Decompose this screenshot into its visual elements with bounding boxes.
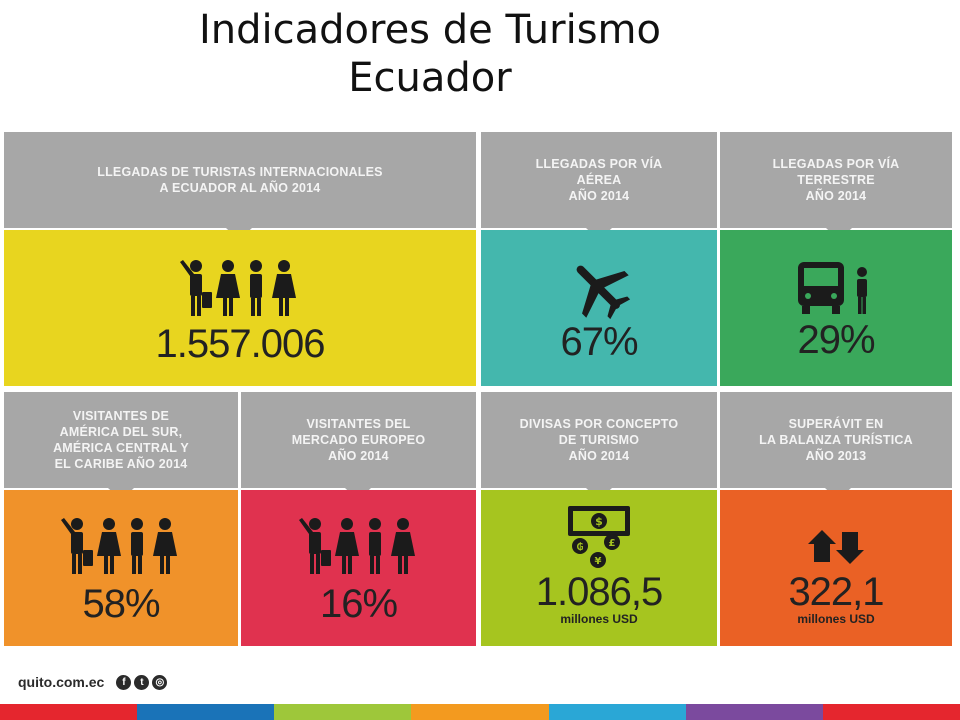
facebook-icon[interactable]: f — [116, 674, 132, 690]
header-line: AÑO 2014 — [805, 189, 867, 203]
up-down-arrows-icon — [808, 530, 864, 564]
panel-body: 16% — [241, 490, 476, 646]
panel-value: 1.086,5 — [535, 570, 663, 614]
title-line-2: Ecuador — [348, 55, 512, 101]
panel-value: 322,1 — [788, 570, 884, 614]
logo-text: quito.com.ec — [18, 674, 105, 690]
page-title: Indicadores de Turismo Ecuador — [0, 6, 860, 102]
panel-body: $ ₲ £ ¥ 1.086,5 millones USD — [481, 490, 717, 646]
social-icons: f t ◎ — [116, 674, 168, 690]
header-line: LLEGADAS POR VÍA — [772, 157, 900, 171]
panel-value: 67% — [560, 320, 638, 364]
twitter-icon[interactable]: t — [134, 674, 150, 690]
header-line: LLEGADAS DE TURISTAS INTERNACIONALES — [97, 165, 383, 179]
header-line: AMÉRICA DEL SUR, — [59, 425, 183, 439]
header-line: MERCADO EUROPEO — [291, 433, 426, 447]
panel-header: LLEGADAS POR VÍA AÉREA AÑO 2014 — [481, 132, 717, 228]
panel-value: 16% — [319, 582, 398, 626]
panel-unit: millones USD — [560, 612, 638, 626]
panel-header: VISITANTES DEL MERCADO EUROPEO AÑO 2014 — [241, 392, 476, 488]
panel-value: 29% — [797, 318, 875, 362]
panel-header: LLEGADAS DE TURISTAS INTERNACIONALES A E… — [4, 132, 476, 228]
header-line: EL CARIBE AÑO 2014 — [54, 457, 188, 471]
panel-body: 67% — [481, 230, 717, 386]
tourists-icon — [180, 260, 296, 316]
panel-body: 1.557.006 — [4, 230, 476, 386]
header-line: DE TURISMO — [558, 433, 640, 447]
header-line: LLEGADAS POR VÍA — [535, 157, 663, 171]
instagram-icon[interactable]: ◎ — [152, 674, 168, 690]
stripe — [137, 704, 275, 720]
header-line: AÑO 2014 — [568, 189, 630, 203]
header-line: VISITANTES DEL — [306, 417, 411, 431]
panel-body: 322,1 millones USD — [720, 490, 952, 646]
stripe — [548, 704, 686, 720]
panel-unit: millones USD — [797, 612, 875, 626]
panel-body: 58% — [4, 490, 238, 646]
header-line: DIVISAS POR CONCEPTO — [519, 417, 679, 431]
panel-body: 29% — [720, 230, 952, 386]
stripe — [274, 704, 412, 720]
svg-text:¥: ¥ — [595, 556, 602, 567]
stripe — [685, 704, 823, 720]
header-line: LA BALANZA TURÍSTICA — [759, 433, 913, 447]
tourism-infographic: LLEGADAS DE TURISTAS INTERNACIONALES A E… — [0, 116, 960, 650]
panel-header: VISITANTES DE AMÉRICA DEL SUR, AMÉRICA C… — [4, 392, 238, 488]
svg-text:£: £ — [609, 538, 616, 549]
panel-header: LLEGADAS POR VÍA TERRESTRE AÑO 2014 — [720, 132, 952, 228]
header-line: AÉREA — [576, 173, 622, 187]
header-line: TERRESTRE — [797, 173, 875, 187]
panel-header: DIVISAS POR CONCEPTO DE TURISMO AÑO 2014 — [481, 392, 717, 488]
panel-value: 58% — [82, 582, 160, 626]
header-line: AMÉRICA CENTRAL Y — [53, 441, 189, 455]
bus-icon — [798, 262, 867, 314]
panel-value: 1.557.006 — [155, 322, 326, 366]
color-stripe-bar — [0, 704, 960, 720]
currency-icon: $ ₲ £ ¥ — [568, 506, 630, 568]
header-line: SUPERÁVIT EN — [788, 417, 884, 431]
stripe — [822, 704, 960, 720]
airplane-icon — [576, 265, 631, 320]
stripe — [411, 704, 549, 720]
tourists-icon — [61, 518, 177, 574]
title-line-1: Indicadores de Turismo — [198, 7, 661, 53]
header-line: A ECUADOR AL AÑO 2014 — [159, 181, 321, 195]
panel-header: SUPERÁVIT EN LA BALANZA TURÍSTICA AÑO 20… — [720, 392, 952, 488]
header-line: AÑO 2014 — [568, 449, 630, 463]
stripe — [0, 704, 138, 720]
header-line: VISITANTES DE — [72, 409, 170, 423]
svg-text:$: $ — [595, 515, 603, 528]
header-line: AÑO 2013 — [805, 449, 867, 463]
header-line: AÑO 2014 — [328, 449, 389, 463]
footer-logo[interactable]: quito.com.ec f t ◎ — [18, 674, 168, 690]
svg-text:₲: ₲ — [577, 541, 584, 553]
tourists-icon — [298, 518, 415, 574]
